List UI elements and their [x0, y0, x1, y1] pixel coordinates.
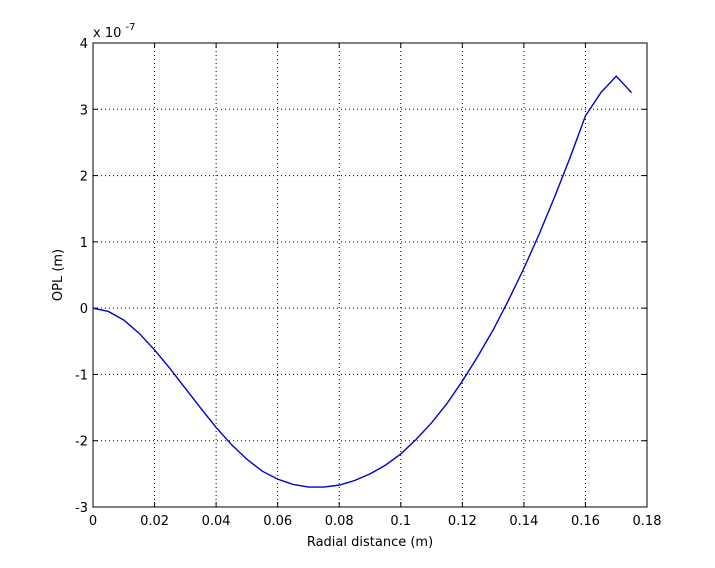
y-tick-label: 4 [80, 37, 88, 52]
y-multiplier-base: x 10 [93, 26, 121, 41]
x-axis-ticks: 0 0.02 0.04 0.06 0.08 0.1 0.12 0.14 0.16 0.18 [89, 43, 662, 529]
x-tick-label: 0.12 [448, 514, 477, 529]
y-tick-label: 0 [80, 302, 88, 317]
x-tick-label: 0.1 [390, 514, 411, 529]
y-multiplier-label: x 10 -7 [93, 22, 136, 41]
grid-lines [93, 43, 647, 507]
y-tick-label: -2 [75, 435, 88, 450]
y-tick-label: -3 [75, 501, 88, 516]
y-tick-label: 2 [80, 170, 88, 185]
y-tick-label: 3 [80, 103, 88, 118]
x-tick-label: 0.16 [571, 514, 600, 529]
x-tick-label: 0.08 [325, 514, 354, 529]
y-multiplier-exponent: -7 [126, 22, 136, 33]
x-tick-label: 0.02 [140, 514, 169, 529]
x-tick-label: 0.14 [509, 514, 538, 529]
x-tick-label: 0 [89, 514, 97, 529]
plot-frame [92, 42, 648, 508]
x-tick-label: 0.04 [202, 514, 231, 529]
y-axis-ticks: -3 -2 -1 0 1 2 3 4 [75, 37, 647, 516]
series-line [92, 75, 633, 488]
y-tick-label: 1 [80, 236, 88, 251]
x-tick-label: 0.06 [263, 514, 292, 529]
x-axis-label: Radial distance (m) [307, 535, 433, 550]
y-tick-label: -1 [75, 368, 88, 383]
y-axis-label: OPL (m) [51, 249, 66, 301]
x-tick-label: 0.18 [633, 514, 662, 529]
